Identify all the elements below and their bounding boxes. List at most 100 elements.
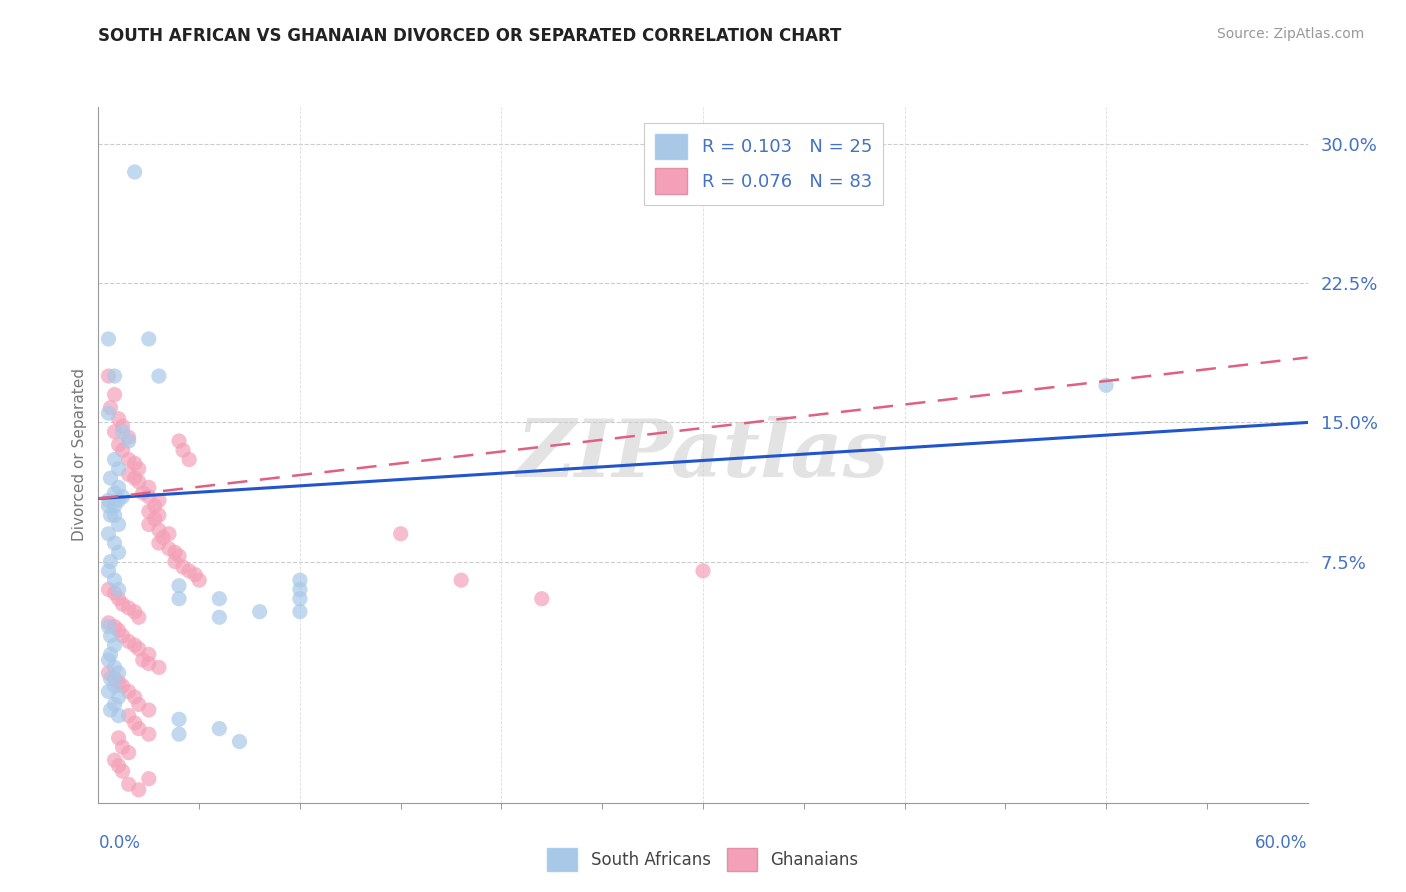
Point <box>107 591 129 606</box>
Point <box>97 493 120 508</box>
Point <box>157 526 180 541</box>
Point <box>167 591 190 606</box>
Point <box>103 508 125 523</box>
Point <box>103 573 125 587</box>
Point <box>148 523 170 537</box>
Point <box>97 619 120 633</box>
Point <box>124 716 146 731</box>
Point <box>111 597 134 611</box>
Point <box>97 526 120 541</box>
Point <box>118 434 141 448</box>
Point <box>157 541 180 556</box>
Point <box>103 486 125 500</box>
Point <box>132 486 155 500</box>
Point <box>100 555 122 569</box>
Point <box>107 545 129 559</box>
Point <box>111 764 134 779</box>
Point <box>288 582 311 597</box>
Point <box>107 624 129 638</box>
Point <box>118 452 141 467</box>
Point <box>118 634 141 648</box>
Point <box>128 782 150 797</box>
Point <box>118 430 141 444</box>
Text: 60.0%: 60.0% <box>1256 834 1308 852</box>
Legend: South Africans, Ghanaians: South Africans, Ghanaians <box>540 841 866 878</box>
Point <box>111 443 134 458</box>
Point <box>118 708 141 723</box>
Point <box>97 653 120 667</box>
Point <box>107 517 129 532</box>
Point <box>249 605 271 619</box>
Point <box>167 549 190 563</box>
Point <box>288 591 311 606</box>
Point <box>288 573 311 587</box>
Point <box>184 567 207 582</box>
Point <box>128 722 150 736</box>
Point <box>97 665 120 680</box>
Point <box>103 536 125 550</box>
Point <box>118 684 141 698</box>
Point <box>100 629 122 643</box>
Point <box>128 462 150 476</box>
Point <box>100 401 122 415</box>
Point <box>103 425 125 439</box>
Point <box>138 517 160 532</box>
Point <box>148 493 170 508</box>
Point <box>103 698 125 712</box>
Point <box>138 772 160 786</box>
Point <box>103 499 125 513</box>
Point <box>138 727 160 741</box>
Point <box>107 665 129 680</box>
Point <box>111 490 134 504</box>
Point <box>208 722 231 736</box>
Point <box>124 471 146 485</box>
Point <box>103 660 125 674</box>
Point <box>128 475 150 489</box>
Point <box>208 591 231 606</box>
Point <box>124 690 146 704</box>
Point <box>148 369 170 384</box>
Point <box>97 369 120 384</box>
Point <box>167 727 190 741</box>
Point <box>107 493 129 508</box>
Point <box>148 536 170 550</box>
Point <box>138 703 160 717</box>
Point <box>167 579 190 593</box>
Point <box>97 406 120 420</box>
Point <box>111 425 134 439</box>
Point <box>143 512 166 526</box>
Point <box>107 438 129 452</box>
Point <box>97 615 120 630</box>
Point <box>103 452 125 467</box>
Point <box>111 629 134 643</box>
Point <box>111 740 134 755</box>
Point <box>97 582 120 597</box>
Point <box>152 531 174 545</box>
Point <box>100 508 122 523</box>
Point <box>103 619 125 633</box>
Point <box>177 564 201 578</box>
Point <box>107 731 129 745</box>
Point <box>228 734 250 748</box>
Point <box>692 564 714 578</box>
Y-axis label: Divorced or Separated: Divorced or Separated <box>72 368 87 541</box>
Point <box>100 471 122 485</box>
Point <box>111 419 134 434</box>
Point <box>124 605 146 619</box>
Point <box>163 555 186 569</box>
Text: Source: ZipAtlas.com: Source: ZipAtlas.com <box>1216 27 1364 41</box>
Point <box>103 369 125 384</box>
Point <box>107 462 129 476</box>
Point <box>124 456 146 470</box>
Point <box>111 679 134 693</box>
Point <box>138 648 160 662</box>
Point <box>100 648 122 662</box>
Point <box>97 499 120 513</box>
Point <box>97 564 120 578</box>
Point <box>167 434 190 448</box>
Point <box>118 746 141 760</box>
Point <box>103 672 125 686</box>
Text: 0.0%: 0.0% <box>98 834 141 852</box>
Point <box>138 657 160 671</box>
Point <box>107 708 129 723</box>
